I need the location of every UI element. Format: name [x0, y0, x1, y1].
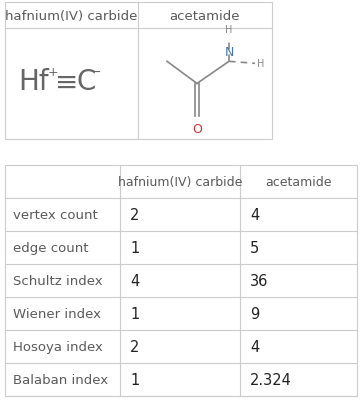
- Text: −: −: [91, 66, 102, 79]
- Text: vertex count: vertex count: [13, 209, 98, 221]
- Text: Balaban index: Balaban index: [13, 373, 108, 386]
- Bar: [5, 3, 272, 140]
- Text: acetamide: acetamide: [170, 10, 240, 22]
- Text: Hosoya index: Hosoya index: [13, 340, 103, 353]
- Text: 2.324: 2.324: [250, 372, 292, 387]
- Text: C: C: [76, 68, 95, 96]
- Text: hafnium(IV) carbide: hafnium(IV) carbide: [118, 175, 242, 188]
- Text: 2: 2: [130, 339, 139, 354]
- Text: Schultz index: Schultz index: [13, 274, 103, 287]
- Text: 2: 2: [130, 207, 139, 222]
- Text: ≡: ≡: [55, 68, 78, 96]
- Text: 36: 36: [250, 273, 268, 288]
- Text: 1: 1: [130, 306, 139, 321]
- Text: Wiener index: Wiener index: [13, 307, 101, 320]
- Text: N: N: [224, 46, 234, 59]
- Text: 1: 1: [130, 372, 139, 387]
- Text: hafnium(IV) carbide: hafnium(IV) carbide: [5, 10, 138, 22]
- Text: 1: 1: [130, 240, 139, 255]
- Text: 4: 4: [250, 339, 259, 354]
- Text: 5: 5: [250, 240, 259, 255]
- Text: O: O: [192, 122, 202, 135]
- Text: H: H: [225, 25, 233, 35]
- Text: +: +: [48, 66, 59, 79]
- Text: Hf: Hf: [18, 68, 49, 96]
- Text: acetamide: acetamide: [265, 175, 332, 188]
- Text: 4: 4: [130, 273, 139, 288]
- Text: H: H: [257, 59, 264, 69]
- Text: 4: 4: [250, 207, 259, 222]
- Text: 9: 9: [250, 306, 259, 321]
- Text: edge count: edge count: [13, 241, 89, 254]
